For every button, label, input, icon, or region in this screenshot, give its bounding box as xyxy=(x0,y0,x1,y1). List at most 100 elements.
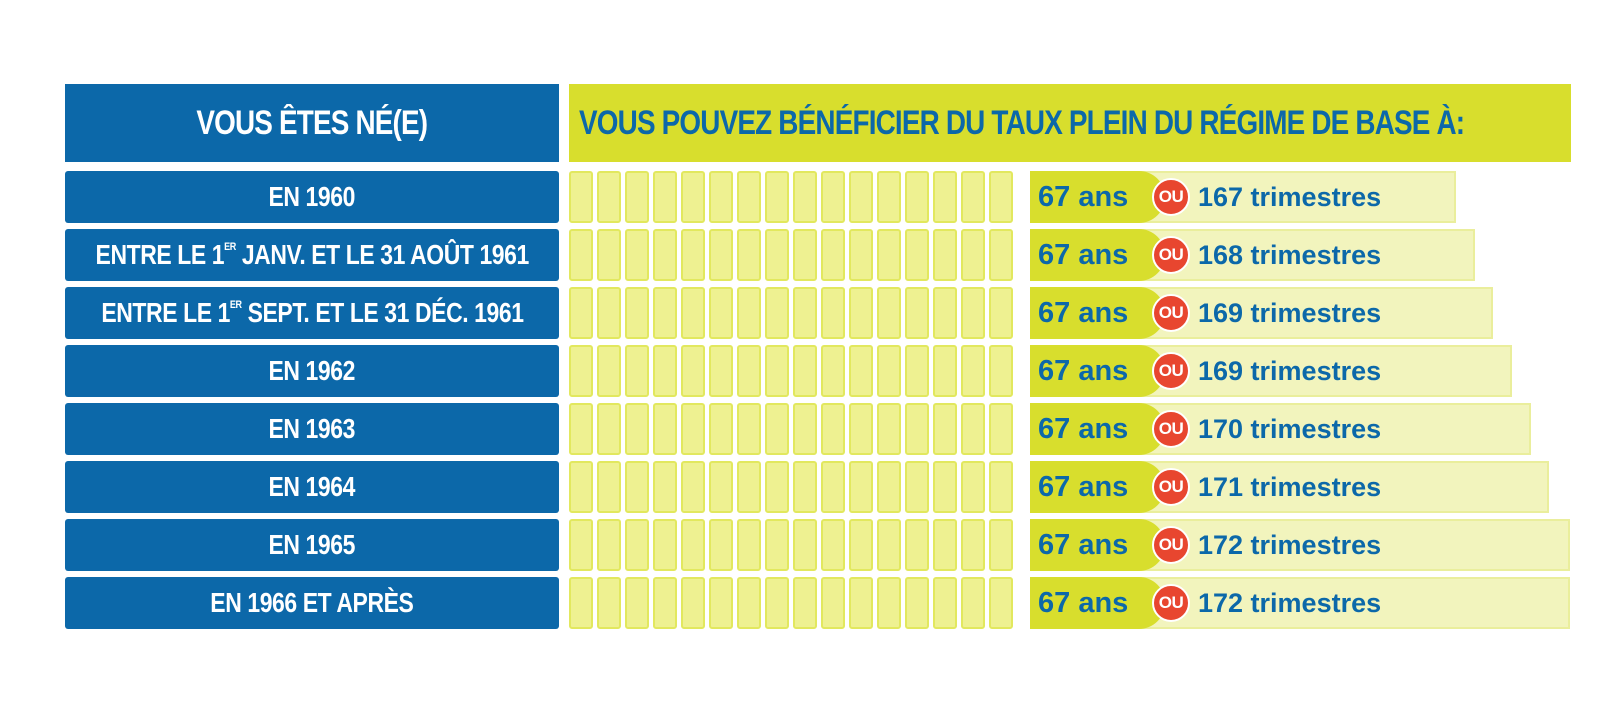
age-pill xyxy=(1030,171,1165,223)
decorative-cell xyxy=(625,287,649,339)
header-birth-column: VOUS ÊTES NÉ(E) xyxy=(65,84,559,162)
decorative-cell xyxy=(793,229,817,281)
decorative-cell xyxy=(877,577,901,629)
decorative-cell xyxy=(877,171,901,223)
decorative-cell xyxy=(653,229,677,281)
decorative-cell xyxy=(849,171,873,223)
decorative-cell xyxy=(569,403,593,455)
decorative-cell xyxy=(905,519,929,571)
ordinal-superscript: ER xyxy=(229,299,242,311)
age-value: 67 ans xyxy=(1038,528,1129,561)
decorative-cells xyxy=(569,403,1013,455)
header-benefit-column: VOUS POUVEZ BÉNÉFICIER DU TAUX PLEIN DU … xyxy=(569,84,1571,162)
decorative-cells xyxy=(569,229,1013,281)
decorative-cell xyxy=(653,519,677,571)
decorative-cell xyxy=(905,229,929,281)
ou-badge: OU xyxy=(1152,526,1190,564)
decorative-cell xyxy=(653,403,677,455)
trimestres-value: 167 trimestres xyxy=(1198,181,1382,212)
decorative-cells xyxy=(569,519,1013,571)
ou-badge: OU xyxy=(1152,294,1190,332)
decorative-cell xyxy=(681,229,705,281)
decorative-cell xyxy=(961,171,985,223)
decorative-cell xyxy=(821,403,845,455)
decorative-cell xyxy=(681,403,705,455)
decorative-cell xyxy=(933,519,957,571)
decorative-cell xyxy=(793,171,817,223)
header-birth-title: VOUS ÊTES NÉ(E) xyxy=(196,103,429,142)
decorative-cell xyxy=(709,287,733,339)
decorative-cell xyxy=(765,287,789,339)
decorative-cell xyxy=(989,461,1013,513)
decorative-cell xyxy=(737,403,761,455)
decorative-cell xyxy=(653,287,677,339)
ou-badge: OU xyxy=(1152,468,1190,506)
birth-period-text: EN 1965 xyxy=(268,529,356,560)
decorative-cell xyxy=(821,345,845,397)
decorative-cell xyxy=(653,345,677,397)
decorative-cell xyxy=(765,519,789,571)
decorative-cells xyxy=(569,287,1013,339)
decorative-cell xyxy=(933,287,957,339)
decorative-cell xyxy=(569,577,593,629)
decorative-cell xyxy=(989,287,1013,339)
decorative-cell xyxy=(849,461,873,513)
ou-badge: OU xyxy=(1152,352,1190,390)
decorative-cell xyxy=(625,345,649,397)
decorative-cell xyxy=(989,229,1013,281)
decorative-cell xyxy=(961,403,985,455)
age-value: 67 ans xyxy=(1038,354,1129,387)
age-pill xyxy=(1030,403,1165,455)
age-pill xyxy=(1030,229,1165,281)
decorative-cells xyxy=(569,345,1013,397)
decorative-cell xyxy=(653,577,677,629)
birth-period-text: EN 1964 xyxy=(268,471,356,502)
decorative-cell xyxy=(793,461,817,513)
decorative-cell xyxy=(877,287,901,339)
ou-badge: OU xyxy=(1152,236,1190,274)
decorative-cell xyxy=(961,345,985,397)
age-pill xyxy=(1030,519,1165,571)
decorative-cell xyxy=(765,229,789,281)
decorative-cell xyxy=(849,345,873,397)
birth-period-label: ENTRE LE 1ER JANV. ET LE 31 AOÛT 1961 xyxy=(65,229,559,281)
age-value: 67 ans xyxy=(1038,470,1129,503)
decorative-cell xyxy=(793,403,817,455)
decorative-cell xyxy=(709,229,733,281)
decorative-cell xyxy=(933,403,957,455)
birth-period-text: EN 1962 xyxy=(268,355,356,386)
decorative-cell xyxy=(625,519,649,571)
age-pill xyxy=(1030,345,1165,397)
decorative-cell xyxy=(737,229,761,281)
decorative-cell xyxy=(849,287,873,339)
decorative-cells xyxy=(569,461,1013,513)
ordinal-superscript: ER xyxy=(223,241,236,253)
decorative-cell xyxy=(681,461,705,513)
birth-period-label: ENTRE LE 1ER SEPT. ET LE 31 DÉC. 1961 xyxy=(65,287,559,339)
decorative-cell xyxy=(625,171,649,223)
decorative-cell xyxy=(597,171,621,223)
decorative-cell xyxy=(765,345,789,397)
table-row: ENTRE LE 1ER SEPT. ET LE 31 DÉC. 1961 67 … xyxy=(0,287,1620,339)
decorative-cell xyxy=(793,345,817,397)
decorative-cell xyxy=(961,287,985,339)
decorative-cell xyxy=(765,577,789,629)
decorative-cell xyxy=(653,171,677,223)
decorative-cell xyxy=(569,345,593,397)
decorative-cell xyxy=(989,171,1013,223)
decorative-cell xyxy=(709,577,733,629)
birth-period-text: EN 1966 ET APRÈS xyxy=(210,587,414,618)
birth-period-label: EN 1964 xyxy=(65,461,559,513)
ou-badge: OU xyxy=(1152,178,1190,216)
decorative-cell xyxy=(625,229,649,281)
decorative-cell xyxy=(961,519,985,571)
decorative-cell xyxy=(989,403,1013,455)
decorative-cell xyxy=(989,519,1013,571)
decorative-cell xyxy=(933,171,957,223)
decorative-cell xyxy=(597,403,621,455)
trimestres-value: 170 trimestres xyxy=(1198,413,1382,444)
decorative-cell xyxy=(821,519,845,571)
decorative-cells xyxy=(569,577,1013,629)
birth-period-label: EN 1963 xyxy=(65,403,559,455)
decorative-cell xyxy=(905,461,929,513)
